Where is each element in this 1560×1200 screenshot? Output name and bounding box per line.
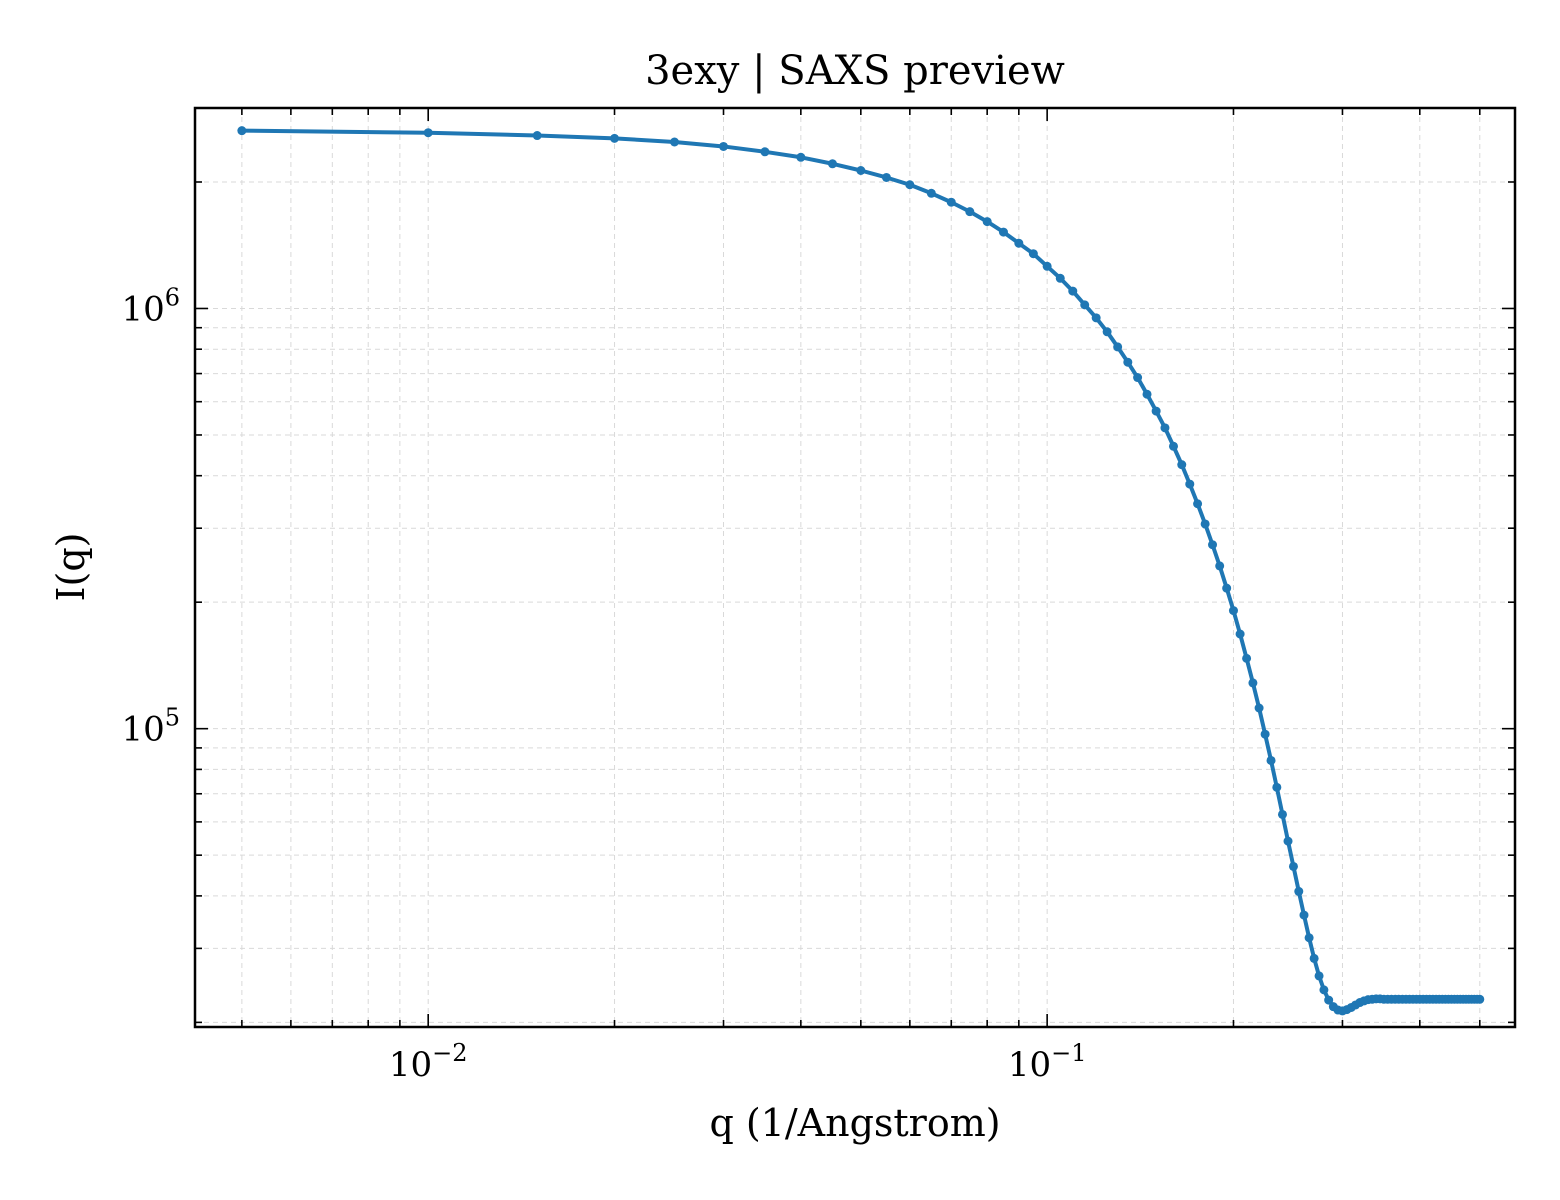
data-point xyxy=(669,137,679,147)
data-point xyxy=(905,180,915,190)
data-point xyxy=(1113,342,1123,352)
data-point xyxy=(1208,540,1218,550)
data-point xyxy=(1294,886,1304,896)
data-point xyxy=(1168,441,1178,451)
data-point xyxy=(1014,238,1024,248)
data-point xyxy=(1123,357,1133,367)
major-ticks: 10−2 10−1 105 106 xyxy=(121,108,1515,1085)
data-point xyxy=(1028,249,1038,259)
data-point xyxy=(1299,910,1309,920)
data-point xyxy=(1133,373,1143,383)
data-point xyxy=(828,159,838,169)
data-point xyxy=(1319,985,1329,995)
data-point xyxy=(423,128,433,138)
data-point xyxy=(856,166,866,176)
data-point xyxy=(998,227,1008,237)
data-point xyxy=(610,133,620,143)
y-axis-label: I(q) xyxy=(49,533,93,602)
data-point xyxy=(237,126,247,136)
data-point xyxy=(1142,389,1152,399)
data-point xyxy=(1228,606,1238,616)
data-point xyxy=(982,217,992,227)
data-point xyxy=(1266,755,1276,765)
chart-title: 3exy | SAXS preview xyxy=(645,48,1065,94)
data-point xyxy=(881,172,891,182)
grid-lines xyxy=(195,107,1515,1027)
data-point xyxy=(1314,971,1324,981)
plot-frame xyxy=(193,106,1517,1029)
data-point xyxy=(1324,995,1334,1005)
data-point xyxy=(1248,678,1258,688)
data-point xyxy=(796,152,806,162)
data-point xyxy=(532,131,542,141)
data-point xyxy=(1283,836,1293,846)
data-point xyxy=(1091,313,1101,323)
data-point xyxy=(1222,583,1232,593)
data-point xyxy=(1242,653,1252,663)
data-point xyxy=(760,147,770,157)
data-point xyxy=(1102,327,1112,337)
y-tick-label: 106 xyxy=(121,283,180,329)
data-point xyxy=(1055,273,1065,283)
y-tick-label: 105 xyxy=(121,704,180,750)
data-point xyxy=(1272,782,1282,792)
data-point xyxy=(1288,861,1298,871)
data-point xyxy=(1042,261,1052,271)
data-point xyxy=(1235,629,1245,639)
x-tick-label: 10−1 xyxy=(1008,1039,1087,1085)
data-point xyxy=(926,188,936,198)
x-tick-label: 10−2 xyxy=(389,1039,468,1085)
data-point xyxy=(719,141,729,151)
data-point xyxy=(1080,300,1090,310)
data-point xyxy=(1193,499,1203,509)
data-point xyxy=(1177,460,1187,470)
data-point xyxy=(1277,809,1287,819)
data-point xyxy=(1185,479,1195,489)
data-point xyxy=(965,207,975,217)
data-point xyxy=(1309,953,1319,963)
data-series xyxy=(237,126,1485,1016)
data-point xyxy=(1475,994,1485,1004)
data-point xyxy=(1215,561,1225,571)
minor-ticks xyxy=(195,107,1515,1027)
data-point xyxy=(1151,406,1161,416)
data-point xyxy=(1260,729,1270,739)
data-point xyxy=(1304,933,1314,943)
data-point xyxy=(1160,423,1170,433)
data-point xyxy=(1254,703,1264,713)
data-point xyxy=(1068,286,1078,296)
data-point xyxy=(946,197,956,207)
data-point xyxy=(1200,519,1210,529)
x-axis-label: q (1/Angstrom) xyxy=(709,1101,1000,1145)
